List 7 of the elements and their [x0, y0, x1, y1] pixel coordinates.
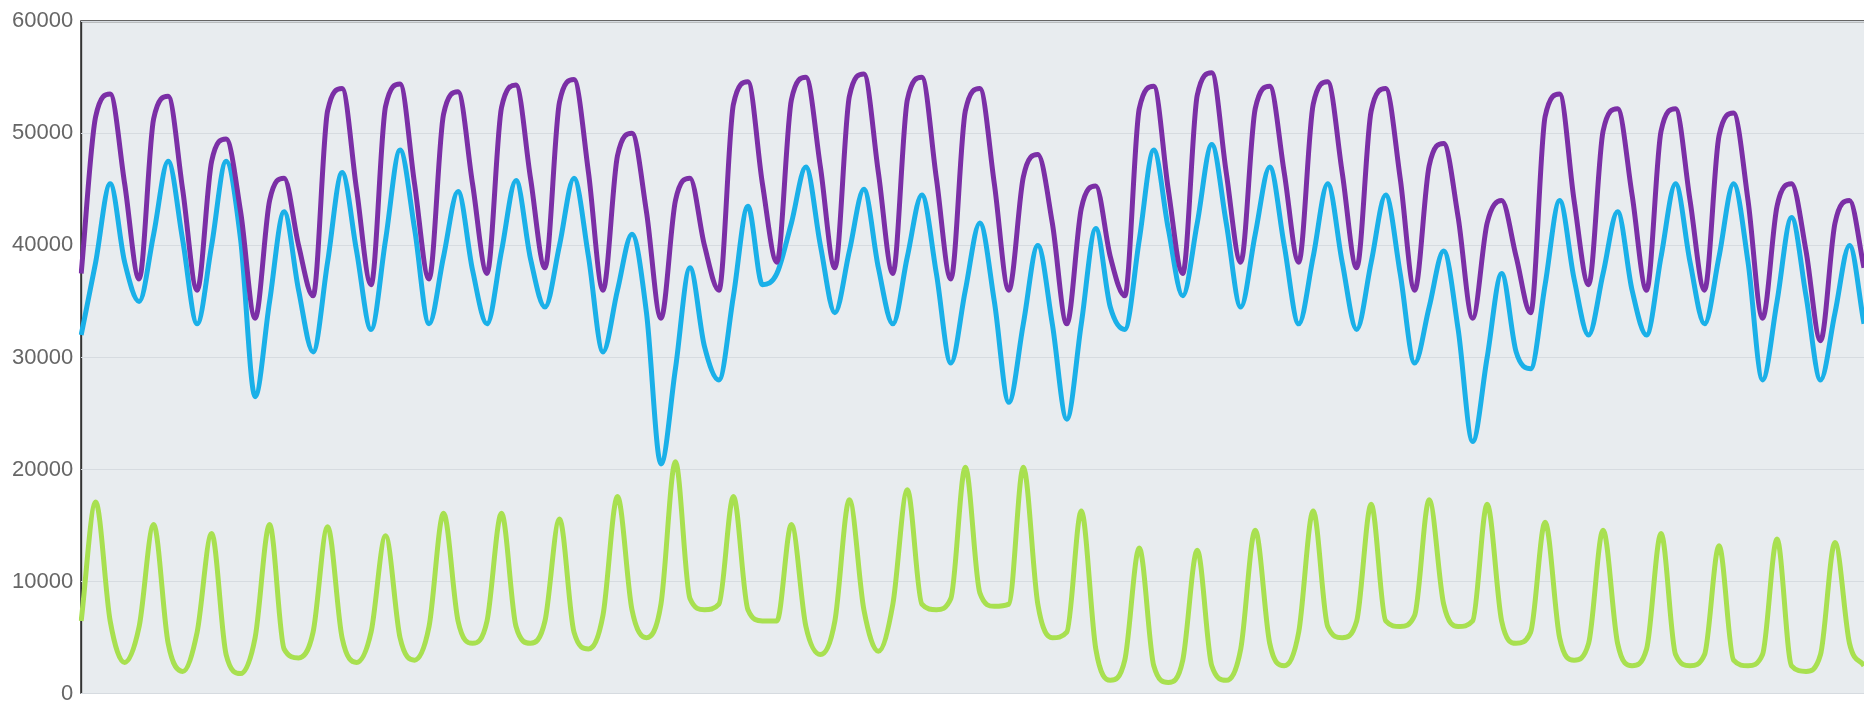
y-tick-label: 0 [60, 679, 74, 705]
y-tick-label: 20000 [11, 455, 74, 481]
y-tick-label: 10000 [11, 567, 74, 593]
y-tick-label: 40000 [11, 231, 74, 257]
y-tick-label: 60000 [11, 7, 74, 33]
y-tick-label: 50000 [11, 119, 74, 145]
y-tick-label: 30000 [11, 343, 74, 369]
